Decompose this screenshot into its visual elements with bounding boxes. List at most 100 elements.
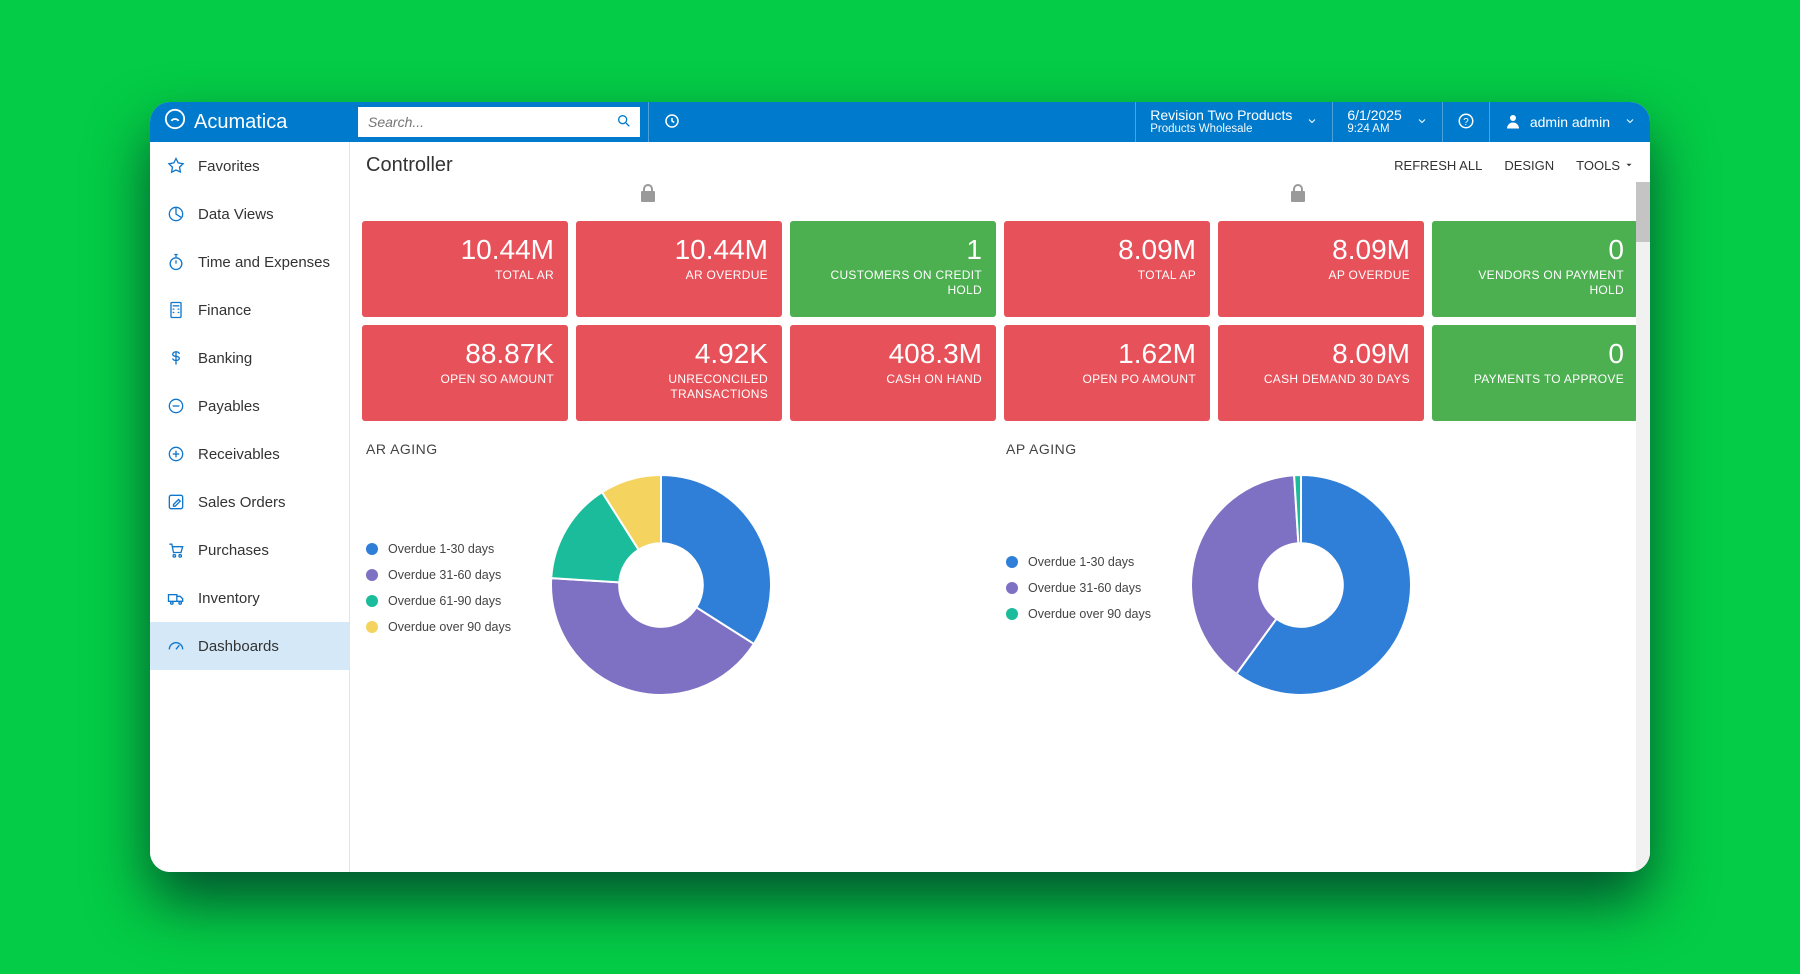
locks-row: [350, 181, 1650, 217]
sidebar-item-receivables[interactable]: Receivables: [150, 430, 349, 478]
donut-chart[interactable]: [551, 475, 771, 700]
kpi-label: PAYMENTS TO APPROVE: [1446, 372, 1624, 386]
legend-color-dot: [1006, 582, 1018, 594]
charts-row: AR AGING Overdue 1-30 days Overdue 31-60…: [350, 429, 1650, 712]
tenant-selector[interactable]: Revision Two Products Products Wholesale: [1135, 102, 1332, 142]
legend-label: Overdue over 90 days: [388, 620, 511, 634]
sidebar-item-time-expenses[interactable]: Time and Expenses: [150, 238, 349, 286]
kpi-label: VENDORS ON PAYMENT HOLD: [1446, 268, 1624, 297]
sidebar-item-label: Sales Orders: [198, 494, 286, 511]
design-button[interactable]: DESIGN: [1504, 158, 1554, 173]
lock-icon: [636, 181, 660, 210]
sidebar-item-label: Payables: [198, 398, 260, 415]
legend-label: Overdue 61-90 days: [388, 594, 501, 608]
kpi-tile[interactable]: 1 CUSTOMERS ON CREDIT HOLD: [790, 221, 996, 317]
search-input[interactable]: [358, 107, 608, 137]
help-icon: ?: [1457, 112, 1475, 133]
refresh-all-button[interactable]: REFRESH ALL: [1394, 158, 1482, 173]
tools-menu[interactable]: TOOLS: [1576, 158, 1634, 173]
search-button[interactable]: [608, 107, 640, 137]
brand[interactable]: Acumatica: [150, 102, 350, 142]
sidebar-item-label: Banking: [198, 350, 252, 367]
legend-item[interactable]: Overdue 61-90 days: [366, 594, 511, 608]
donut-chart[interactable]: [1191, 475, 1411, 700]
sidebar-item-purchases[interactable]: Purchases: [150, 526, 349, 574]
chart-panel-ap-aging: AP AGING Overdue 1-30 days Overdue 31-60…: [1006, 441, 1634, 700]
svg-text:?: ?: [1463, 116, 1469, 127]
kpi-tile[interactable]: 0 VENDORS ON PAYMENT HOLD: [1432, 221, 1638, 317]
plus-circle-icon: [166, 444, 186, 464]
legend-item[interactable]: Overdue 1-30 days: [1006, 555, 1151, 569]
tools-label: TOOLS: [1576, 158, 1620, 173]
user-menu[interactable]: admin admin: [1489, 102, 1650, 142]
legend-label: Overdue 1-30 days: [1028, 555, 1134, 569]
kpi-tile[interactable]: 1.62M OPEN PO AMOUNT: [1004, 325, 1210, 421]
tenant-sub: Products Wholesale: [1150, 123, 1292, 136]
kpi-label: TOTAL AR: [376, 268, 554, 282]
kpi-tile[interactable]: 10.44M TOTAL AR: [362, 221, 568, 317]
minus-circle-icon: [166, 396, 186, 416]
kpi-value: 4.92K: [590, 339, 768, 368]
scrollbar[interactable]: [1636, 182, 1650, 872]
kpi-value: 8.09M: [1232, 339, 1410, 368]
topbar: Acumatica Revision Two Products Products…: [150, 102, 1650, 142]
page-actions: REFRESH ALL DESIGN TOOLS: [1394, 158, 1634, 173]
sidebar-item-inventory[interactable]: Inventory: [150, 574, 349, 622]
help-button[interactable]: ?: [1442, 102, 1489, 142]
lock-icon: [1286, 181, 1310, 210]
kpi-tile[interactable]: 8.09M CASH DEMAND 30 DAYS: [1218, 325, 1424, 421]
time-label: 9:24 AM: [1347, 123, 1402, 136]
sidebar-item-banking[interactable]: Banking: [150, 334, 349, 382]
legend-item[interactable]: Overdue over 90 days: [1006, 607, 1151, 621]
kpi-tile[interactable]: 8.09M TOTAL AP: [1004, 221, 1210, 317]
kpi-value: 8.09M: [1232, 235, 1410, 264]
legend-color-dot: [366, 621, 378, 633]
sidebar-item-label: Data Views: [198, 206, 274, 223]
stopwatch-icon: [166, 252, 186, 272]
chevron-down-icon: [1624, 114, 1636, 130]
sidebar-item-label: Receivables: [198, 446, 280, 463]
kpi-tile[interactable]: 408.3M CASH ON HAND: [790, 325, 996, 421]
page-header: Controller REFRESH ALL DESIGN TOOLS: [350, 142, 1650, 181]
kpi-tile[interactable]: 4.92K UNRECONCILED TRANSACTIONS: [576, 325, 782, 421]
caret-down-icon: [1624, 158, 1634, 173]
kpi-value: 10.44M: [376, 235, 554, 264]
main-content: Controller REFRESH ALL DESIGN TOOLS 10.4…: [350, 142, 1650, 872]
legend-label: Overdue 31-60 days: [1028, 581, 1141, 595]
legend-item[interactable]: Overdue 31-60 days: [1006, 581, 1151, 595]
legend-color-dot: [1006, 556, 1018, 568]
history-button[interactable]: [648, 102, 695, 142]
sidebar-item-dashboards[interactable]: Dashboards: [150, 622, 349, 670]
sidebar-item-label: Dashboards: [198, 638, 279, 655]
search-icon: [616, 113, 632, 132]
legend-color-dot: [366, 595, 378, 607]
business-date-selector[interactable]: 6/1/2025 9:24 AM: [1332, 102, 1442, 142]
kpi-label: UNRECONCILED TRANSACTIONS: [590, 372, 768, 401]
kpi-tile[interactable]: 10.44M AR OVERDUE: [576, 221, 782, 317]
sidebar-item-favorites[interactable]: Favorites: [150, 142, 349, 190]
legend-item[interactable]: Overdue over 90 days: [366, 620, 511, 634]
chart-legend: Overdue 1-30 days Overdue 31-60 days Ove…: [366, 542, 511, 634]
edit-square-icon: [166, 492, 186, 512]
topbar-spacer: [695, 102, 1135, 142]
kpi-value: 88.87K: [376, 339, 554, 368]
tenant-name: Revision Two Products: [1150, 107, 1292, 123]
kpi-label: AP OVERDUE: [1232, 268, 1410, 282]
date-label: 6/1/2025: [1347, 107, 1402, 123]
kpi-value: 10.44M: [590, 235, 768, 264]
legend-label: Overdue over 90 days: [1028, 607, 1151, 621]
brand-logo-icon: [164, 108, 186, 136]
sidebar-item-finance[interactable]: Finance: [150, 286, 349, 334]
legend-item[interactable]: Overdue 1-30 days: [366, 542, 511, 556]
sidebar-item-payables[interactable]: Payables: [150, 382, 349, 430]
kpi-tile[interactable]: 88.87K OPEN SO AMOUNT: [362, 325, 568, 421]
kpi-tile[interactable]: 0 PAYMENTS TO APPROVE: [1432, 325, 1638, 421]
sidebar-item-sales-orders[interactable]: Sales Orders: [150, 478, 349, 526]
chart-title: AR AGING: [366, 441, 994, 457]
kpi-tile[interactable]: 8.09M AP OVERDUE: [1218, 221, 1424, 317]
sidebar-item-label: Time and Expenses: [198, 254, 330, 271]
legend-item[interactable]: Overdue 31-60 days: [366, 568, 511, 582]
page-title: Controller: [366, 154, 453, 177]
legend-color-dot: [1006, 608, 1018, 620]
sidebar-item-data-views[interactable]: Data Views: [150, 190, 349, 238]
